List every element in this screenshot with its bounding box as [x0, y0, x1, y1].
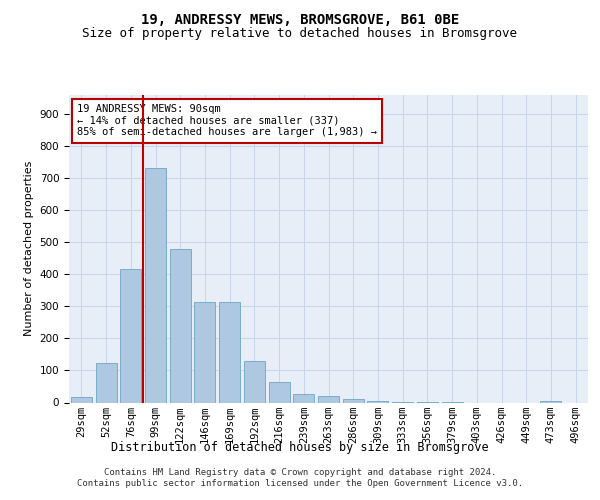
- Text: 19 ANDRESSY MEWS: 90sqm
← 14% of detached houses are smaller (337)
85% of semi-d: 19 ANDRESSY MEWS: 90sqm ← 14% of detache…: [77, 104, 377, 138]
- Text: Contains HM Land Registry data © Crown copyright and database right 2024.
Contai: Contains HM Land Registry data © Crown c…: [77, 468, 523, 487]
- Bar: [244, 361, 265, 403]
- Bar: [194, 302, 215, 402]
- Bar: [71, 396, 92, 402]
- Bar: [367, 400, 388, 402]
- Bar: [120, 268, 141, 402]
- Bar: [541, 401, 562, 402]
- Bar: [170, 250, 191, 402]
- Bar: [95, 364, 116, 403]
- Bar: [145, 168, 166, 402]
- Text: Distribution of detached houses by size in Bromsgrove: Distribution of detached houses by size …: [111, 441, 489, 454]
- Bar: [318, 396, 339, 402]
- Bar: [219, 302, 240, 402]
- Bar: [293, 394, 314, 402]
- Y-axis label: Number of detached properties: Number of detached properties: [24, 161, 34, 336]
- Text: 19, ANDRESSY MEWS, BROMSGROVE, B61 0BE: 19, ANDRESSY MEWS, BROMSGROVE, B61 0BE: [141, 12, 459, 26]
- Bar: [269, 382, 290, 402]
- Text: Size of property relative to detached houses in Bromsgrove: Size of property relative to detached ho…: [83, 28, 517, 40]
- Bar: [343, 399, 364, 402]
